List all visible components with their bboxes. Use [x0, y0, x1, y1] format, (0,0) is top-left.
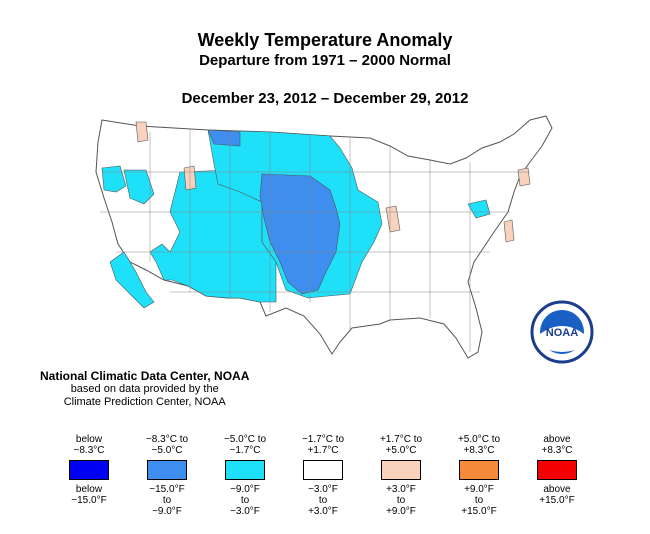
legend-item-6: +5.0°C to +8.3°C +9.0°F to +15.0°F — [457, 434, 501, 517]
logo-text: NOAA — [546, 327, 578, 339]
map-subtitle: Departure from 1971 – 2000 Normal — [199, 52, 451, 69]
legend-item-1: below −8.3°C below −15.0°F — [52, 430, 126, 530]
credit-block: National Climatic Data Center, NOAA base… — [40, 370, 249, 409]
date-range: December 23, 2012 – December 29, 2012 — [181, 90, 469, 107]
legend-swatch — [69, 460, 109, 480]
anomaly-region-cyan-ca — [109, 251, 155, 309]
map-title: Weekly Temperature Anomaly — [197, 30, 453, 50]
legend-item-3: −5.0°C to −1.7°C −9.0°F to −3.0°F — [223, 434, 267, 517]
anomaly-region-cyan-nw — [101, 165, 127, 193]
legend-swatch — [147, 460, 187, 480]
anomaly-region-blue-core — [259, 173, 341, 295]
legend-swatch — [303, 460, 343, 480]
legend-swatch — [537, 460, 577, 480]
legend-item-7: above +8.3°C above +15.0°F — [520, 430, 594, 530]
anomaly-region-warm-il — [385, 205, 401, 233]
us-anomaly-map — [95, 115, 553, 359]
division-lines — [100, 130, 530, 352]
anomaly-region-warm-nj — [503, 219, 515, 243]
legend-item-2: −8.3°C to −5.0°C −15.0°F to −9.0°F — [145, 434, 189, 517]
anomaly-region-cyan-idaho — [123, 169, 155, 205]
anomaly-region-warm-wa — [135, 121, 149, 143]
credit-line-2: based on data provided by the — [70, 383, 219, 395]
legend-swatch — [459, 460, 499, 480]
legend-swatch — [381, 460, 421, 480]
credit-line-3: Climate Prediction Center, NOAA — [63, 396, 226, 408]
legend-swatch — [225, 460, 265, 480]
anomaly-region-blue-mt — [207, 129, 241, 147]
anomaly-region-warm-ne — [517, 167, 531, 187]
legend-item-4: −1.7°C to +1.7°C −3.0°F to +3.0°F — [301, 434, 345, 517]
credit-line-1: National Climatic Data Center, NOAA — [40, 369, 250, 383]
legend-item-5: +1.7°C to +5.0°C +3.0°F to +9.0°F — [379, 434, 423, 517]
anomaly-region-cyan-pa — [467, 199, 491, 219]
noaa-logo-icon: NOAA — [530, 300, 594, 364]
